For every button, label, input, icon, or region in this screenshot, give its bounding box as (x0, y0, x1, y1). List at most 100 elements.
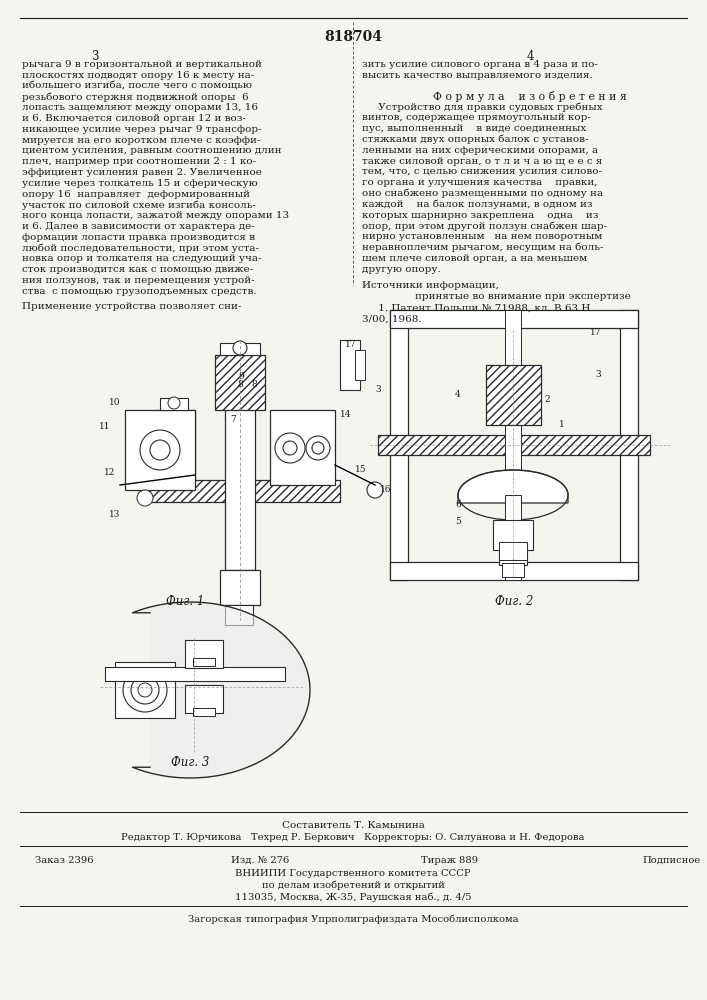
Circle shape (138, 683, 152, 697)
Text: ства  с помощью грузоподъемных средств.: ства с помощью грузоподъемных средств. (22, 287, 257, 296)
Text: ленными на них сферическими опорами, а: ленными на них сферическими опорами, а (362, 146, 598, 155)
Text: Ф о р м у л а    и з о б р е т е н и я: Ф о р м у л а и з о б р е т е н и я (433, 91, 627, 102)
Text: 17: 17 (590, 328, 602, 337)
Text: Фиг. 3: Фиг. 3 (171, 756, 209, 769)
Text: опору 16  направляет  деформированный: опору 16 направляет деформированный (22, 190, 250, 199)
Bar (220, 343, 260, 355)
Text: 10: 10 (108, 398, 120, 407)
Text: 3: 3 (91, 50, 99, 63)
Text: пус, выполненный    в виде соединенных: пус, выполненный в виде соединенных (362, 124, 586, 133)
Bar (620, 310, 638, 580)
Bar (140, 480, 340, 502)
Text: го органа и улучшения качества    правки,: го органа и улучшения качества правки, (362, 178, 597, 187)
Bar (105, 667, 285, 681)
Bar (502, 563, 524, 577)
Bar (390, 562, 638, 580)
Text: 7: 7 (230, 415, 235, 424)
Bar (390, 310, 638, 328)
Text: Источники информации,: Источники информации, (361, 281, 498, 290)
Text: Заказ 2396: Заказ 2396 (35, 856, 93, 865)
Text: Загорская типография Упрполиграфиздата Мособлисполкома: Загорская типография Упрполиграфиздата М… (187, 914, 518, 924)
Circle shape (275, 433, 305, 463)
Bar (155, 410, 195, 482)
Text: опор, при этом другой ползун снабжен шар-: опор, при этом другой ползун снабжен шар… (362, 221, 607, 231)
Bar (390, 310, 408, 580)
Text: каждой    на балок ползунами, в одном из: каждой на балок ползунами, в одном из (362, 200, 592, 209)
Text: и 6. Включается силовой орган 12 и воз-: и 6. Включается силовой орган 12 и воз- (22, 114, 246, 123)
Text: 14: 14 (340, 410, 351, 419)
Text: 4: 4 (526, 50, 534, 63)
Text: 15: 15 (355, 465, 367, 474)
Text: зить усилие силового органа в 4 раза и по-: зить усилие силового органа в 4 раза и п… (362, 60, 598, 69)
Text: оно снабжено размещенными по одному на: оно снабжено размещенными по одному на (362, 189, 603, 198)
Bar (225, 355, 255, 570)
Text: тем, что, с целью снижения усилия силово-: тем, что, с целью снижения усилия силово… (362, 167, 602, 176)
Text: эффициент усиления равен 2. Увеличенное: эффициент усиления равен 2. Увеличенное (22, 168, 262, 177)
Text: 3: 3 (595, 370, 601, 379)
Text: неравноплечим рычагом, несущим на боль-: неравноплечим рычагом, несущим на боль- (362, 243, 603, 252)
Text: 12: 12 (104, 468, 115, 477)
Text: шем плече силовой орган, а на меньшем: шем плече силовой орган, а на меньшем (362, 254, 588, 263)
Text: 4: 4 (455, 390, 461, 399)
Text: усилие через толкатель 15 и сферическую: усилие через толкатель 15 и сферическую (22, 179, 258, 188)
Text: Составитель Т. Камынина: Составитель Т. Камынина (281, 821, 424, 830)
Text: ного конца лопасти, зажатой между опорами 13: ного конца лопасти, зажатой между опорам… (22, 211, 289, 220)
Text: ния ползунов, так и перемещения устрой-: ния ползунов, так и перемещения устрой- (22, 276, 255, 285)
Text: участок по силовой схеме изгиба консоль-: участок по силовой схеме изгиба консоль- (22, 200, 256, 210)
Text: резьбового стержня подвижной опоры  6: резьбового стержня подвижной опоры 6 (22, 92, 249, 102)
Circle shape (168, 397, 180, 409)
Text: также силовой орган, о т л и ч а ю щ е е с я: также силовой орган, о т л и ч а ю щ е е… (362, 157, 602, 166)
Circle shape (140, 430, 180, 470)
Bar (185, 640, 223, 668)
Text: плоскостях подводят опору 16 к месту на-: плоскостях подводят опору 16 к месту на- (22, 71, 255, 80)
Text: любой последовательности, при этом уста-: любой последовательности, при этом уста- (22, 244, 259, 253)
Text: сток производится как с помощью движе-: сток производится как с помощью движе- (22, 265, 253, 274)
Text: Фиг. 2: Фиг. 2 (495, 595, 533, 608)
Text: никающее усилие через рычаг 9 трансфор-: никающее усилие через рычаг 9 трансфор- (22, 125, 262, 134)
Text: Устройство для правки судовых гребных: Устройство для правки судовых гребных (362, 103, 602, 112)
Text: по делам изобретений и открытий: по делам изобретений и открытий (262, 881, 445, 890)
Bar (160, 398, 188, 410)
Bar (355, 350, 365, 380)
Bar (215, 355, 265, 410)
Bar (115, 662, 175, 718)
Text: новка опор и толкателя на следующий уча-: новка опор и толкателя на следующий уча- (22, 254, 262, 263)
Circle shape (306, 436, 330, 460)
Text: Изд. № 276: Изд. № 276 (231, 856, 289, 865)
Text: циентом усиления, равным соотношению длин: циентом усиления, равным соотношению дли… (22, 146, 281, 155)
Circle shape (131, 676, 159, 704)
Text: и 6. Далее в зависимости от характера де-: и 6. Далее в зависимости от характера де… (22, 222, 255, 231)
Text: винтов, содержащее прямоугольный кор-: винтов, содержащее прямоугольный кор- (362, 113, 591, 122)
Text: 8: 8 (237, 380, 243, 389)
Text: мируется на его коротком плече с коэффи-: мируется на его коротком плече с коэффи- (22, 136, 260, 145)
Bar (499, 543, 527, 565)
Bar (270, 410, 335, 485)
Text: 818704: 818704 (324, 30, 382, 44)
Circle shape (283, 441, 297, 455)
Text: 3/00, 1968.: 3/00, 1968. (362, 315, 421, 324)
Text: 113035, Москва, Ж-35, Раушская наб., д. 4/5: 113035, Москва, Ж-35, Раушская наб., д. … (235, 893, 472, 902)
Text: рычага 9 в горизонтальной и вертикальной: рычага 9 в горизонтальной и вертикальной (22, 60, 262, 69)
Circle shape (137, 490, 153, 506)
Text: Фиг. 1: Фиг. 1 (166, 595, 204, 608)
Text: 1. Патент Польши № 71988, кл. В 63 Н: 1. Патент Польши № 71988, кл. В 63 Н (362, 304, 590, 313)
Polygon shape (132, 602, 310, 778)
Text: 9: 9 (238, 372, 244, 381)
Text: лопасть защемляют между опорами 13, 16: лопасть защемляют между опорами 13, 16 (22, 103, 258, 112)
Text: нирно установленным   на нем поворотным: нирно установленным на нем поворотным (362, 232, 602, 241)
Bar (378, 435, 650, 455)
Bar (493, 520, 533, 550)
Text: формации лопасти правка производится в: формации лопасти правка производится в (22, 233, 255, 242)
Bar (193, 658, 215, 666)
Circle shape (367, 482, 383, 498)
Text: 1: 1 (559, 420, 565, 429)
Circle shape (150, 440, 170, 460)
Bar (499, 542, 527, 560)
Circle shape (312, 442, 324, 454)
Bar (185, 685, 223, 713)
Text: ибольшего изгиба, после чего с помощью: ибольшего изгиба, после чего с помощью (22, 82, 252, 91)
Text: Применение устройства позволяет сни-: Применение устройства позволяет сни- (22, 302, 241, 311)
Text: 3: 3 (375, 385, 380, 394)
Bar (193, 708, 215, 716)
Bar (220, 570, 260, 605)
